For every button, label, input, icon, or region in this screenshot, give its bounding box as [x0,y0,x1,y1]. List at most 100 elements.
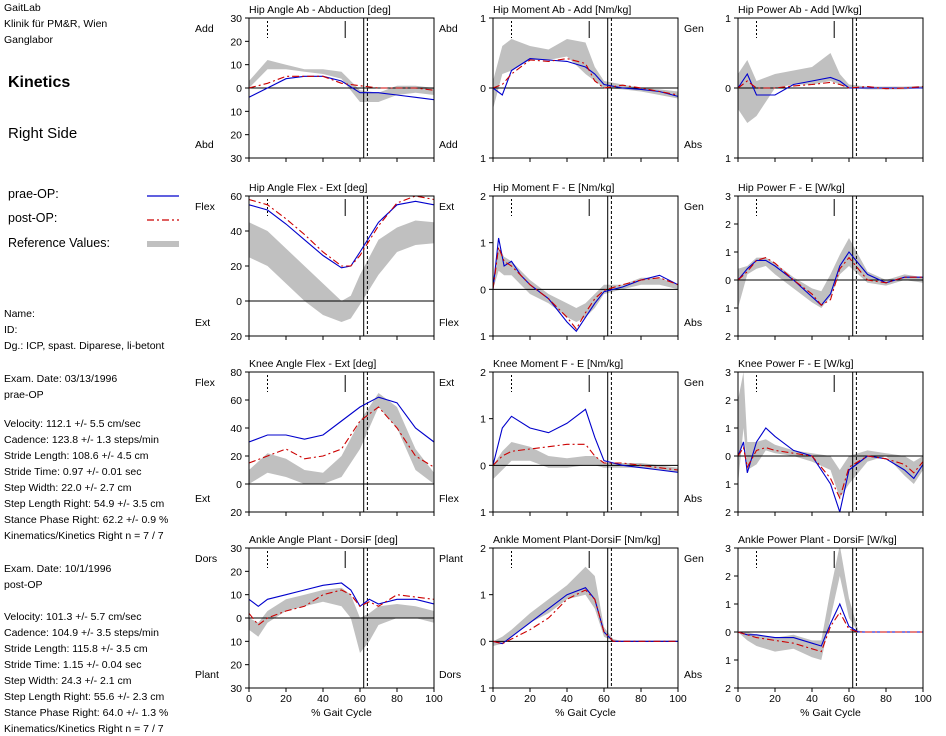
lower-direction-label: Plant [195,669,219,681]
side-label: Right Side [8,125,78,142]
series-line-post [738,611,923,653]
exam-step-width: Step Width: 24.3 +/- 2.1 cm [4,675,132,687]
y-tick-label: 30 [230,543,242,555]
x-tick-label: 60 [598,693,610,705]
chart-panel: Hip Moment Ab - Add [Nm/kg] 1 0 1 Abd Add [439,4,679,165]
y-tick-label: 2 [725,571,731,583]
x-tick-label: 0 [490,693,496,705]
exam-stride-length: Stride Length: 108.6 +/- 4.5 cm [4,450,149,462]
y-tick-label: 2 [725,219,731,231]
series-line-post [738,256,923,306]
x-tick-label: 60 [843,693,855,705]
x-axis-label: % Gait Cycle [800,707,861,719]
y-tick-label: 20 [230,507,242,519]
chart-panel: Hip Power Ab - Add [W/kg] 1 0 1 Gen Abs [684,4,924,165]
x-tick-label: 80 [880,693,892,705]
chart-title: Hip Moment Ab - Add [Nm/kg] [493,4,631,16]
y-tick-label: 0 [236,296,242,308]
series-line-prae [738,602,923,647]
exam-date: Exam. Date: 10/1/1996 [4,563,112,575]
chart-title: Ankle Moment Plant-DorsiF [Nm/kg] [493,534,661,546]
x-axis-label: % Gait Cycle [555,707,616,719]
x-tick-label: 0 [246,693,252,705]
legend-label-post: post-OP: [8,211,58,225]
chart-panel: Ankle Moment Plant-DorsiF [Nm/kg]2101Pla… [439,534,687,719]
x-tick-label: 20 [524,693,536,705]
y-tick-label: 0 [480,83,486,95]
series-line-prae [738,427,923,512]
y-tick-label: 0 [725,83,731,95]
exam-cadence: Cadence: 104.9 +/- 3.5 steps/min [4,627,159,639]
exam-stride-time: Stride Time: 1.15 +/- 0.04 sec [4,659,142,671]
exam-cadence: Cadence: 123.8 +/- 1.3 steps/min [4,434,159,446]
y-tick-label: 1 [725,655,731,667]
upper-direction-label: Gen [684,23,704,35]
upper-direction-label: Plant [439,553,463,565]
exam-stance-phase: Stance Phase Right: 62.2 +/- 0.9 % [4,514,169,526]
reference-band [738,238,923,308]
series-line-post [738,446,923,500]
y-tick-label: 3 [725,367,731,379]
y-tick-label: 1 [480,683,486,695]
plot-frame [248,371,435,513]
plot-frame [492,547,679,689]
series-line-post [249,196,434,267]
series-line-prae [493,58,678,97]
upper-direction-label: Gen [684,377,704,389]
y-tick-label: 10 [230,590,242,602]
y-tick-label: 1 [480,414,486,426]
y-tick-label: 1 [725,479,731,491]
upper-direction-label: Abd [439,23,458,35]
y-tick-label: 2 [480,543,486,555]
x-tick-label: 100 [914,693,932,705]
series-line-post [493,245,678,330]
reference-band [493,39,678,109]
y-tick-label: 0 [236,479,242,491]
chart-panel: Hip Angle Flex - Ext [deg] 60 40 20 0 20 Flex E… [195,182,435,343]
lower-direction-label: Flex [439,317,460,329]
chart-panel: Hip Angle Ab - Abduction [deg] 30 20 10 0 10 2… [195,4,435,165]
exam-label: prae-OP [4,389,44,401]
y-tick-label: 0 [725,627,731,639]
series-line-post [493,589,678,645]
lower-direction-label: Abs [684,493,702,505]
upper-direction-label: Ext [439,377,454,389]
chart-title: Ankle Power Plant - DorsiF [W/kg] [738,534,897,546]
y-tick-label: 20 [230,566,242,578]
y-tick-label: 2 [725,683,731,695]
x-tick-label: 60 [354,693,366,705]
upper-direction-label: Dors [195,553,217,565]
reference-band [249,393,434,484]
legend-label-ref: Reference Values: [8,236,110,250]
upper-direction-label: Flex [195,201,216,213]
lower-direction-label: Dors [439,669,461,681]
legend-label-prae: prae-OP: [8,187,59,201]
department-name: Ganglabor [4,34,54,46]
page-title: Kinetics [8,74,71,91]
chart-title: Knee Moment F - E [Nm/kg] [493,358,623,370]
chart-title: Hip Moment F - E [Nm/kg] [493,182,614,194]
y-tick-label: 2 [725,331,731,343]
chart-panel: Knee Moment F - E [Nm/kg] 2 1 0 1 Ext Flex [439,358,679,519]
x-tick-label: 40 [317,693,329,705]
y-tick-label: 30 [230,683,242,695]
y-tick-label: 3 [725,543,731,555]
chart-title: Hip Angle Flex - Ext [deg] [249,182,368,194]
patient-id: ID: [4,324,18,336]
x-tick-label: 80 [391,693,403,705]
y-tick-label: 20 [230,130,242,142]
series-line-prae [249,75,434,101]
y-tick-label: 1 [725,13,731,25]
lower-direction-label: Add [439,139,458,151]
x-tick-label: 20 [769,693,781,705]
chart-title: Ankle Angle Plant - DorsiF [deg] [249,534,398,546]
y-tick-label: 1 [480,13,486,25]
x-tick-label: 20 [280,693,292,705]
patient-diagnosis: Dg.: ICP, spast. Diparese, li-betont [4,340,165,352]
y-tick-label: 60 [230,395,242,407]
exam-n-count: Kinematics/Kinetics Right n = 7 / 7 [4,530,164,542]
plot-frame [737,547,924,689]
lower-direction-label: Abs [684,317,702,329]
x-tick-label: 100 [425,693,443,705]
